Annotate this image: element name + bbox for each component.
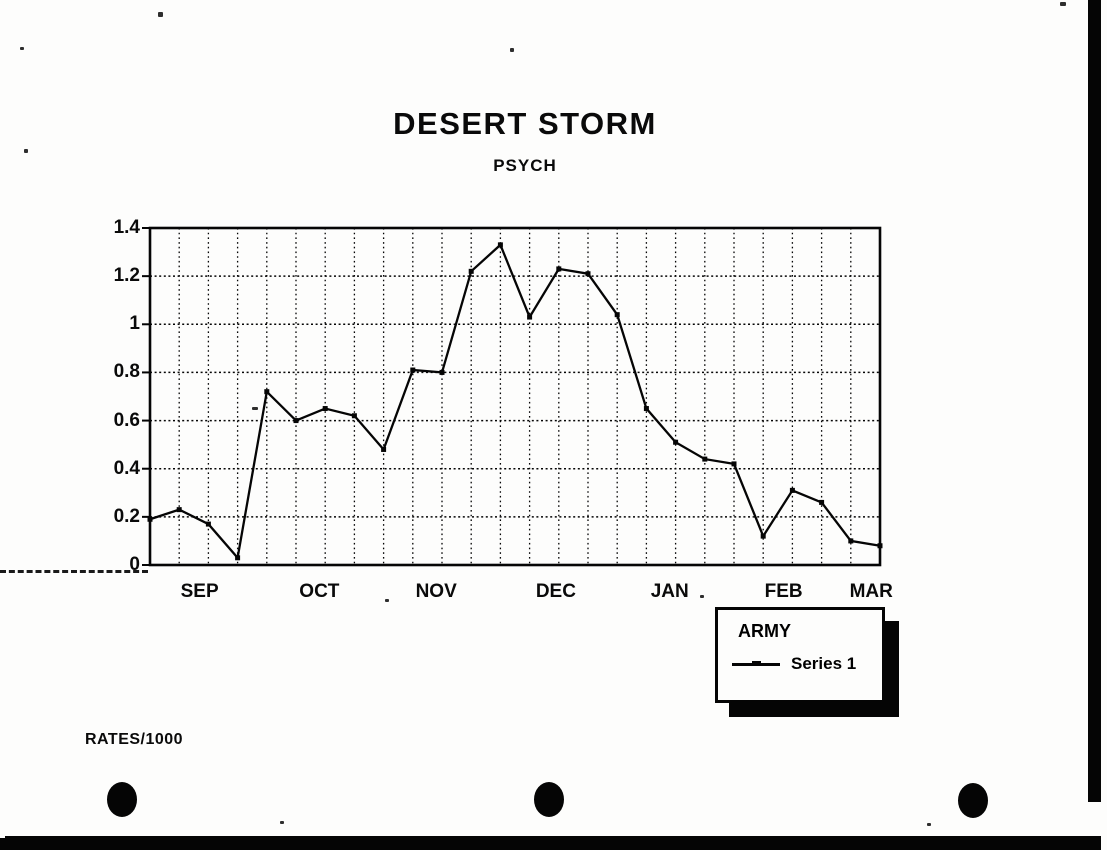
series1-point-marker <box>819 499 825 505</box>
series1-point-marker <box>643 406 649 412</box>
series1-point-marker <box>147 516 153 522</box>
scan-speck <box>385 599 389 602</box>
series1-point-marker <box>381 446 387 452</box>
scan-left-edge-dashes <box>0 570 148 573</box>
scan-speck <box>24 149 28 153</box>
x-month-label: FEB <box>764 581 803 602</box>
x-month-label: DEC <box>535 581 576 602</box>
series1-point-marker <box>205 521 211 527</box>
series1-point-marker <box>585 271 591 277</box>
series1-point-marker <box>556 266 562 272</box>
series1-point-marker <box>351 413 357 419</box>
y-tick-label: 0.6 <box>113 409 140 431</box>
series1-point-marker <box>293 418 299 424</box>
y-tick-label: 1.4 <box>113 217 140 238</box>
punch-hole-dot-left <box>107 782 137 817</box>
scan-speck <box>158 12 163 17</box>
scan-speck <box>1060 2 1066 6</box>
scan-speck <box>510 48 514 52</box>
x-month-label: NOV <box>415 581 457 602</box>
series1-point-marker <box>322 406 328 412</box>
scan-speck <box>252 407 258 410</box>
x-month-label: JAN <box>650 581 689 602</box>
x-month-label: SEP <box>180 581 219 602</box>
series1-point-marker <box>410 367 416 373</box>
legend-line-marker-icon <box>732 660 780 666</box>
units-footnote: RATES/1000 <box>85 731 184 748</box>
series1-point-marker <box>614 312 620 318</box>
y-tick-label: 1.2 <box>113 265 140 287</box>
line-chart-svg <box>142 226 883 567</box>
series1-point-marker <box>264 389 270 395</box>
series1-point-marker <box>468 268 474 274</box>
legend-box: ARMY Series 1 <box>715 607 885 703</box>
scan-bottom-edge-bar <box>5 836 1101 850</box>
series1-point-marker <box>702 456 708 462</box>
chart-title: DESERT STORM <box>393 106 657 141</box>
series1-point-marker <box>497 242 503 248</box>
legend-row: Series 1 <box>732 654 882 674</box>
series1-point-marker <box>731 461 737 467</box>
series1-point-marker <box>527 314 533 320</box>
y-tick-label: 0.8 <box>113 361 140 383</box>
series1-point-marker <box>848 538 854 544</box>
series1-point-marker <box>877 543 883 549</box>
plot-border <box>148 226 882 567</box>
y-tick-label: 0 <box>129 554 140 575</box>
punch-hole-dot-center <box>534 782 564 817</box>
y-tick-label: 0.4 <box>113 457 140 479</box>
legend-group-label: ARMY <box>738 621 791 641</box>
scan-bottom-corner-mark <box>0 838 7 850</box>
series1-point-marker <box>235 555 241 561</box>
x-month-label: OCT <box>299 581 340 602</box>
series1-point-marker <box>673 439 679 445</box>
series1-point-marker <box>789 487 795 493</box>
legend-series-label: Series 1 <box>791 654 857 673</box>
scan-right-edge-bar <box>1088 0 1101 802</box>
y-tick-label: 0.2 <box>113 505 140 527</box>
scan-speck <box>280 821 284 824</box>
chart-subtitle: PSYCH <box>493 156 557 175</box>
legend-line-marker-tick <box>752 660 761 665</box>
plot-area <box>142 226 883 567</box>
punch-hole-dot-right <box>958 783 988 818</box>
scan-speck <box>927 823 931 826</box>
series1-line <box>149 242 881 561</box>
x-month-label: MAR <box>849 581 893 602</box>
scan-speck <box>700 595 704 598</box>
scan-speck <box>20 47 24 50</box>
series1-point-marker <box>760 533 766 539</box>
y-tick-label: 1 <box>129 313 140 335</box>
series1-point-marker <box>439 369 445 375</box>
series1-point-marker <box>176 507 182 513</box>
